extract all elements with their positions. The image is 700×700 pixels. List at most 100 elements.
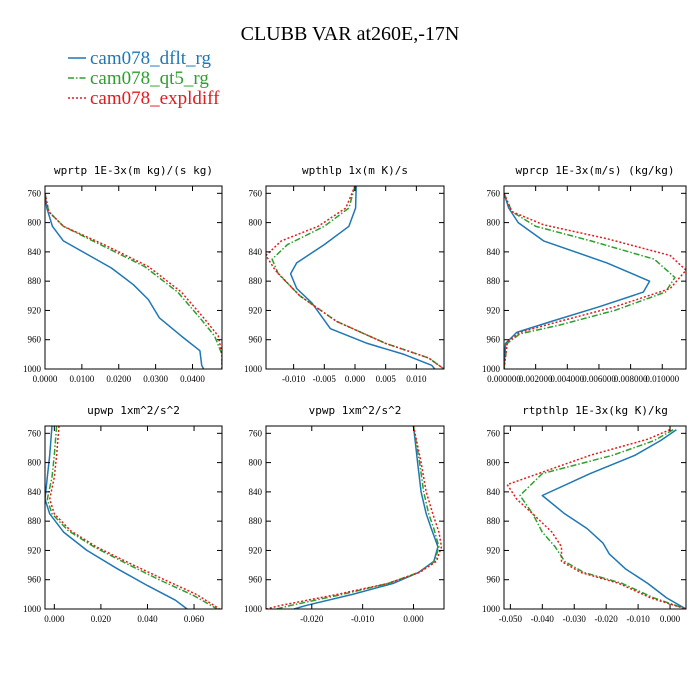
panels: wprtp 1E-3x(m kg)/(s kg) 760 800 840 880 920 9…	[23, 164, 687, 624]
y-tick-label: 960	[28, 575, 42, 585]
x-tick-label: 0.000	[403, 614, 424, 624]
y-tick-label: 920	[249, 545, 263, 555]
y-tick-label: 800	[487, 458, 501, 468]
y-tick-label: 1000	[23, 364, 42, 374]
y-tick-label: 880	[487, 516, 501, 526]
y-tick-label: 840	[249, 247, 263, 257]
x-tick-label: -0.020	[595, 614, 619, 624]
series-line-2	[266, 426, 443, 609]
y-tick-label: 760	[28, 428, 42, 438]
y-tick-label: 1000	[244, 604, 263, 614]
panel-4: vpwp 1xm^2/s^2 760 800 840 880 920 960 1000 -0.0…	[244, 404, 445, 624]
panel-1: wpthlp 1x(m K)/s 760 800 840 880 920 960 1000 -0…	[244, 164, 445, 384]
series-line-2	[266, 186, 444, 369]
y-tick-label: 960	[249, 575, 263, 585]
y-tick-label: 1000	[482, 364, 501, 374]
x-tick-label: 0.000	[345, 374, 366, 384]
y-tick-label: 760	[249, 188, 263, 198]
series-line-0	[45, 426, 188, 609]
plot-frame	[503, 425, 687, 610]
x-tick-label: 0.0000	[33, 374, 58, 384]
y-tick-label: 800	[249, 458, 263, 468]
plot-frame	[44, 425, 223, 610]
panel-title: wprtp 1E-3x(m kg)/(s kg)	[54, 164, 213, 177]
legend-label-2: cam078_expldiff	[90, 88, 220, 109]
series-line-1	[271, 186, 444, 369]
y-tick-label: 840	[487, 487, 501, 497]
x-tick-label: -0.030	[563, 614, 587, 624]
series-line-0	[541, 429, 686, 609]
panel-title: upwp 1xm^2/s^2	[87, 404, 180, 417]
series-group	[45, 426, 221, 609]
series-line-0	[45, 193, 205, 369]
plot-frame	[44, 185, 223, 370]
panel-title: vpwp 1xm^2/s^2	[309, 404, 402, 417]
y-tick-label: 800	[249, 218, 263, 228]
series-line-2	[506, 429, 686, 609]
series-group	[266, 426, 443, 609]
x-tick-label: 0.0100	[70, 374, 95, 384]
x-tick-label: -0.010	[626, 614, 650, 624]
y-tick-label: 960	[28, 335, 42, 345]
series-group	[504, 193, 686, 369]
y-tick-label: 800	[28, 218, 42, 228]
panel-title: wprcp 1E-3x(m/s) (kg/kg)	[516, 164, 675, 177]
x-tick-label: -0.005	[313, 374, 337, 384]
x-tick-label: 0.0400	[180, 374, 205, 384]
x-tick-label: 0.040	[137, 614, 158, 624]
y-tick-label: 840	[28, 487, 42, 497]
x-tick-label: 0.020	[91, 614, 112, 624]
y-tick-label: 920	[487, 305, 501, 315]
series-group	[45, 193, 222, 369]
x-tick-label: -0.010	[282, 374, 306, 384]
x-tick-label: 0.0200	[106, 374, 131, 384]
y-tick-label: 880	[28, 276, 42, 286]
y-tick-label: 960	[487, 575, 501, 585]
y-tick-label: 1000	[23, 604, 42, 614]
panel-title: rtpthlp 1E-3x(kg K)/kg	[522, 404, 668, 417]
plot-frame	[503, 185, 687, 370]
legend-label-1: cam078_qt5_rg	[90, 68, 209, 89]
series-line-0	[289, 186, 436, 369]
y-tick-label: 800	[487, 218, 501, 228]
series-group	[266, 186, 444, 369]
series-line-2	[504, 193, 686, 369]
y-tick-label: 800	[28, 458, 42, 468]
y-tick-label: 960	[487, 335, 501, 345]
legend-label-0: cam078_dflt_rg	[90, 48, 212, 69]
y-tick-label: 880	[249, 516, 263, 526]
legend: cam078_dflt_rg cam078_qt5_rg cam078_expl…	[68, 48, 220, 109]
y-tick-label: 880	[249, 276, 263, 286]
x-tick-label: 0.008000	[614, 374, 648, 384]
y-tick-label: 920	[28, 545, 42, 555]
series-group	[506, 429, 686, 609]
panel-3: upwp 1xm^2/s^2 760 800 840 880 920 960 10000.00…	[23, 404, 223, 624]
x-tick-label: -0.040	[531, 614, 555, 624]
y-tick-label: 840	[28, 247, 42, 257]
series-line-0	[293, 426, 439, 609]
y-tick-label: 760	[28, 188, 42, 198]
x-tick-label: 0.010000	[645, 374, 679, 384]
x-tick-label: 0.0300	[143, 374, 168, 384]
y-tick-label: 840	[249, 487, 263, 497]
panel-title: wpthlp 1x(m K)/s	[302, 164, 408, 177]
x-tick-label: -0.050	[499, 614, 523, 624]
series-line-1	[46, 426, 218, 609]
y-tick-label: 920	[28, 305, 42, 315]
series-line-1	[45, 193, 222, 369]
series-line-0	[504, 193, 651, 369]
series-line-1	[504, 193, 676, 369]
x-tick-label: 0.006000	[582, 374, 616, 384]
x-tick-label: 0.060	[184, 614, 205, 624]
series-line-2	[48, 426, 221, 609]
y-tick-label: 760	[487, 428, 501, 438]
panel-0: wprtp 1E-3x(m kg)/(s kg) 760 800 840 880 920 9…	[23, 164, 223, 384]
panel-5: rtpthlp 1E-3x(kg K)/kg 760 800 840 880 920 960…	[482, 404, 687, 624]
x-tick-label: 0.004000	[550, 374, 584, 384]
y-tick-label: 880	[28, 516, 42, 526]
y-tick-label: 760	[487, 188, 501, 198]
x-tick-label: 0.010	[406, 374, 427, 384]
x-tick-label: 0.002000	[519, 374, 553, 384]
y-tick-label: 920	[487, 545, 501, 555]
